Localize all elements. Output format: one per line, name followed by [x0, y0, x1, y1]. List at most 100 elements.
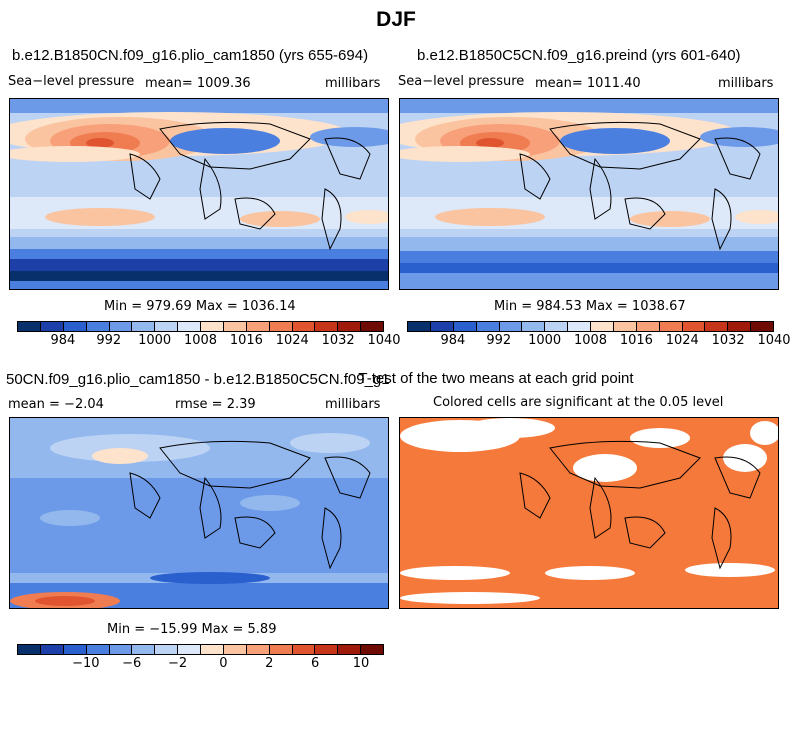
colorbar-swatch	[178, 322, 201, 331]
colorbar-swatch	[201, 645, 224, 654]
panel3-colorbar	[17, 644, 384, 655]
colorbar-swatch	[315, 645, 339, 654]
colorbar-swatch	[269, 645, 293, 654]
colorbar-swatch	[109, 645, 133, 654]
panel4-map	[399, 417, 779, 609]
panel2-mean: mean= 1011.40	[535, 76, 641, 91]
colorbar-swatch	[705, 322, 729, 331]
colorbar-tick-label: 1000	[138, 333, 172, 348]
panel1-units: millibars	[325, 76, 381, 91]
panel1-colorbar	[17, 321, 384, 332]
colorbar-swatch	[155, 322, 179, 331]
colorbar-swatch	[132, 322, 156, 331]
colorbar-swatch	[499, 322, 523, 331]
colorbar-tick-label: 1024	[275, 333, 309, 348]
panel3-units: millibars	[325, 397, 381, 412]
colorbar-tick-label: 1032	[321, 333, 355, 348]
colorbar-swatch	[315, 322, 339, 331]
colorbar-tick-label: 1008	[573, 333, 608, 348]
colorbar-swatch	[522, 322, 546, 331]
panel1-mean: mean= 1009.36	[145, 76, 251, 91]
colorbar-swatch	[40, 322, 64, 331]
colorbar-swatch	[86, 645, 110, 654]
colorbar-swatch	[40, 645, 64, 654]
panel1-title: b.e12.B1850CN.f09_g16.plio_cam1850 (yrs …	[12, 47, 369, 64]
panel1-minmax: Min = 979.69 Max = 1036.14	[104, 299, 296, 314]
colorbar-swatch	[408, 322, 431, 331]
panel3-mean: mean = −2.04	[8, 397, 104, 412]
panel1-map	[9, 98, 389, 290]
colorbar-swatch	[292, 322, 316, 331]
colorbar-tick-label: −2	[167, 656, 188, 671]
colorbar-tick-label: 984	[440, 333, 466, 348]
colorbar-tick-label: 992	[96, 333, 122, 348]
colorbar-tick-label: 6	[311, 656, 320, 671]
panel4-subtitle: Colored cells are significant at the 0.0…	[433, 395, 724, 410]
panel4-title: T-test of the two means at each grid poi…	[358, 370, 634, 387]
colorbar-swatch	[338, 645, 362, 654]
panel1-colorbar-ticks: 984 992 1000 1008 1016 1024 1032 1040	[17, 333, 400, 349]
colorbar-swatch	[591, 322, 614, 331]
panel2-minmax: Min = 984.53 Max = 1038.67	[494, 299, 686, 314]
figure-title: DJF	[376, 8, 416, 31]
colorbar-tick-label: 1024	[665, 333, 699, 348]
colorbar-tick-label: 1016	[229, 333, 263, 348]
colorbar-swatch	[361, 645, 383, 654]
colorbar-swatch	[246, 322, 270, 331]
colorbar-swatch	[201, 322, 224, 331]
panel4-field-svg	[400, 418, 778, 608]
colorbar-swatch	[430, 322, 454, 331]
colorbar-tick-label: 1008	[183, 333, 218, 348]
panel3-map	[9, 417, 389, 609]
colorbar-swatch	[751, 322, 773, 331]
colorbar-swatch	[453, 322, 477, 331]
colorbar-swatch	[63, 322, 87, 331]
colorbar-swatch	[636, 322, 660, 331]
colorbar-swatch	[545, 322, 569, 331]
panel2-variable: Sea−level pressure	[398, 74, 525, 89]
colorbar-swatch	[132, 645, 156, 654]
panel2-colorbar	[407, 321, 774, 332]
panel2-colorbar-ticks: 984 992 1000 1008 1016 1024 1032 1040	[407, 333, 790, 349]
panel1-variable: Sea−level pressure	[8, 74, 135, 89]
colorbar-tick-label: 0	[219, 656, 228, 671]
colorbar-swatch	[568, 322, 591, 331]
colorbar-swatch	[63, 645, 87, 654]
colorbar-swatch	[659, 322, 683, 331]
colorbar-swatch	[613, 322, 637, 331]
colorbar-swatch	[223, 645, 247, 654]
colorbar-swatch	[728, 322, 752, 331]
panel3-minmax: Min = −15.99 Max = 5.89	[107, 622, 277, 637]
colorbar-swatch	[18, 322, 41, 331]
panel3-title: 50CN.f09_g16.plio_cam1850 - b.e12.B1850C…	[6, 371, 390, 388]
panel3-rmse: rmse = 2.39	[175, 397, 256, 412]
panel1-field-svg	[10, 99, 388, 289]
colorbar-swatch	[178, 645, 201, 654]
panel3-field-svg	[10, 418, 388, 608]
panel3-colorbar-ticks: −10 −6 −2 0 2 6 10	[17, 656, 384, 672]
colorbar-tick-label: 984	[50, 333, 76, 348]
colorbar-swatch	[155, 645, 179, 654]
colorbar-tick-label: −10	[72, 656, 100, 671]
colorbar-tick-label: 1040	[757, 333, 791, 348]
colorbar-swatch	[682, 322, 706, 331]
colorbar-swatch	[109, 322, 133, 331]
colorbar-tick-label: 10	[352, 656, 370, 671]
colorbar-tick-label: 992	[486, 333, 512, 348]
colorbar-swatch	[223, 322, 247, 331]
colorbar-tick-label: 1016	[619, 333, 653, 348]
colorbar-tick-label: 1000	[528, 333, 562, 348]
colorbar-swatch	[361, 322, 383, 331]
colorbar-tick-label: −6	[122, 656, 142, 671]
colorbar-tick-label: 2	[265, 656, 274, 671]
panel2-units: millibars	[718, 76, 774, 91]
panel2-map	[399, 98, 779, 290]
colorbar-tick-label: 1040	[367, 333, 401, 348]
colorbar-swatch	[338, 322, 362, 331]
colorbar-swatch	[476, 322, 500, 331]
colorbar-swatch	[246, 645, 270, 654]
panel2-title: b.e12.B1850C5CN.f09_g16.preind (yrs 601-…	[417, 47, 741, 64]
colorbar-swatch	[18, 645, 41, 654]
colorbar-swatch	[86, 322, 110, 331]
panel2-field-svg	[400, 99, 778, 289]
